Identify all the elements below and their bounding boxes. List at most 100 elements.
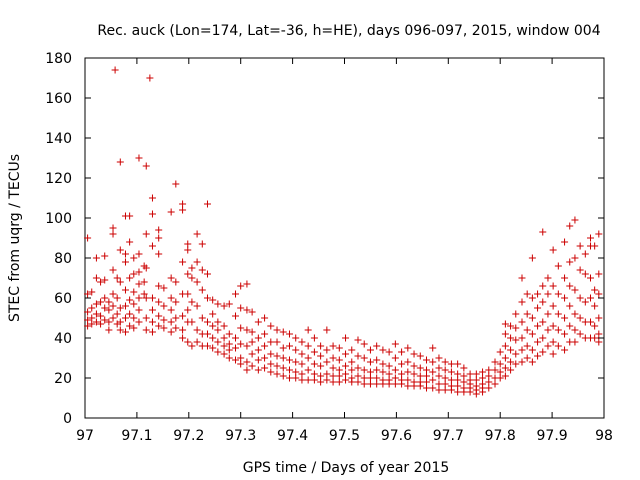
x-tick-label: 97.5 — [329, 428, 360, 444]
data-point — [116, 278, 124, 286]
data-point — [193, 230, 201, 238]
data-point — [335, 378, 343, 386]
data-point — [184, 306, 192, 314]
data-point — [561, 314, 569, 322]
data-point — [549, 350, 557, 358]
data-point — [518, 298, 526, 306]
data-point — [534, 322, 542, 330]
data-point — [512, 336, 520, 344]
data-point — [310, 376, 318, 384]
data-point — [360, 366, 368, 374]
data-point — [109, 224, 117, 232]
data-point — [285, 374, 293, 382]
data-point — [373, 374, 381, 382]
data-point — [279, 328, 287, 336]
data-point — [523, 326, 531, 334]
data-point — [292, 358, 300, 366]
data-point — [379, 346, 387, 354]
data-point — [109, 266, 117, 274]
data-point — [167, 294, 175, 302]
data-point — [534, 352, 542, 360]
data-point — [267, 322, 275, 330]
data-point — [485, 384, 493, 392]
data-point — [243, 326, 251, 334]
data-point — [172, 278, 180, 286]
data-point — [148, 294, 156, 302]
data-point — [130, 288, 138, 296]
data-point — [214, 326, 222, 334]
data-point — [188, 274, 196, 282]
data-point — [135, 294, 143, 302]
data-point — [534, 338, 542, 346]
data-point — [561, 274, 569, 282]
data-point — [571, 286, 579, 294]
data-point — [576, 242, 584, 250]
data-point — [566, 258, 574, 266]
data-point — [454, 370, 462, 378]
data-point — [243, 280, 251, 288]
data-point — [587, 318, 595, 326]
data-point — [214, 338, 222, 346]
data-point — [335, 344, 343, 352]
data-point — [549, 246, 557, 254]
data-point — [279, 344, 287, 352]
data-point — [549, 338, 557, 346]
data-point — [88, 320, 96, 328]
data-point — [243, 306, 251, 314]
data-point — [184, 338, 192, 346]
data-point — [447, 386, 455, 394]
data-point — [566, 302, 574, 310]
data-point — [101, 316, 109, 324]
data-point — [214, 318, 222, 326]
data-point — [155, 282, 163, 290]
data-point — [354, 352, 362, 360]
data-point — [507, 334, 515, 342]
data-point — [130, 300, 138, 308]
data-point — [193, 302, 201, 310]
data-point — [360, 380, 368, 388]
data-point — [595, 314, 603, 322]
data-point — [304, 366, 312, 374]
data-point — [285, 366, 293, 374]
data-point — [385, 362, 393, 370]
data-point — [273, 370, 281, 378]
data-point — [528, 314, 536, 322]
data-point — [209, 310, 217, 318]
data-point — [116, 246, 124, 254]
data-point — [404, 358, 412, 366]
data-point — [391, 340, 399, 348]
data-point — [237, 304, 245, 312]
data-point — [105, 318, 113, 326]
data-point — [101, 252, 109, 260]
data-point — [267, 360, 275, 368]
data-point — [160, 316, 168, 324]
data-point — [172, 314, 180, 322]
data-point — [544, 290, 552, 298]
data-point — [544, 326, 552, 334]
data-point — [460, 378, 468, 386]
x-tick-label: 97 — [76, 428, 94, 444]
data-point — [571, 310, 579, 318]
data-point — [317, 342, 325, 350]
data-point — [97, 298, 105, 306]
data-point — [348, 346, 356, 354]
data-point — [198, 314, 206, 322]
data-point — [379, 368, 387, 376]
data-point — [101, 304, 109, 312]
data-point — [298, 350, 306, 358]
data-point — [126, 296, 134, 304]
data-point — [298, 338, 306, 346]
data-point — [121, 258, 129, 266]
data-point — [193, 326, 201, 334]
data-point — [539, 334, 547, 342]
data-point — [360, 340, 368, 348]
data-point — [126, 238, 134, 246]
data-point — [254, 334, 262, 342]
data-point — [595, 290, 603, 298]
data-point — [304, 354, 312, 362]
data-point — [285, 342, 293, 350]
data-point — [88, 314, 96, 322]
data-point — [435, 364, 443, 372]
data-point — [518, 358, 526, 366]
